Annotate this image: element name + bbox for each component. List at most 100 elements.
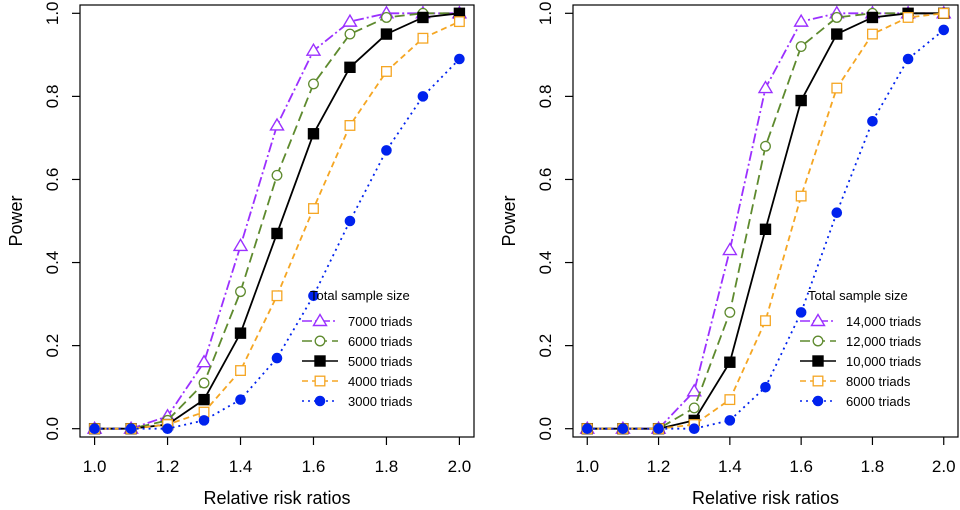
legend-label: 3000 triads	[348, 394, 413, 409]
data-point	[235, 394, 246, 405]
data-point	[688, 423, 700, 434]
data-point	[724, 356, 736, 368]
data-point	[724, 415, 736, 426]
legend-label: 10,000 triads	[846, 354, 922, 369]
x-tick-label: 1.4	[229, 457, 253, 476]
y-tick-label: 0.0	[536, 417, 555, 441]
y-tick-label: 0.6	[43, 168, 62, 192]
data-point	[232, 238, 249, 252]
y-tick-label: 0.4	[43, 251, 62, 275]
legend-title: Total sample size	[808, 288, 908, 303]
data-point	[938, 24, 950, 36]
legend-marker	[314, 375, 326, 387]
data-point	[866, 28, 878, 40]
x-tick-label: 1.2	[156, 457, 180, 476]
data-point	[417, 91, 429, 102]
x-tick-label: 1.2	[647, 457, 671, 476]
data-point	[125, 423, 137, 434]
data-point	[271, 352, 283, 364]
plot-frame	[572, 4, 959, 438]
data-point	[198, 393, 210, 406]
data-point	[271, 169, 283, 181]
y-tick-label: 0.6	[536, 168, 555, 192]
x-tick-label: 2.0	[932, 457, 956, 476]
data-point	[235, 365, 246, 376]
plot-frame	[79, 4, 475, 438]
data-point	[269, 117, 285, 131]
data-point	[234, 327, 247, 339]
legend-marker	[314, 395, 326, 407]
data-point	[454, 53, 465, 65]
data-point	[271, 227, 283, 240]
legend-marker	[314, 355, 326, 367]
data-point	[344, 215, 356, 227]
legend-marker	[810, 313, 826, 327]
series-line	[94, 58, 461, 430]
data-point	[793, 13, 809, 27]
data-point	[417, 32, 429, 44]
data-point	[344, 61, 356, 74]
data-point	[271, 290, 283, 302]
data-point	[453, 16, 465, 28]
data-point	[380, 66, 392, 77]
data-point	[724, 394, 736, 406]
x-tick-label: 2.0	[448, 457, 472, 476]
x-axis-label: Relative risk ratios	[692, 488, 839, 508]
data-point	[795, 41, 807, 52]
data-point	[724, 306, 736, 318]
data-point	[760, 315, 771, 327]
legend-label: 5000 triads	[348, 354, 413, 369]
legend-label: 12,000 triads	[846, 334, 922, 349]
data-point	[902, 53, 914, 65]
data-point	[831, 207, 843, 218]
y-axis-label: Power	[6, 195, 26, 246]
left-chart-panel: 1.0 1.2 1.4 1.6 1.8 2.0 0.0 0.2 0.4 0.6 0.8 1.0 Rela…	[6, 1, 475, 508]
data-point	[686, 383, 702, 397]
legend-label: 7000 triads	[348, 314, 413, 329]
x-tick-label: 1.6	[789, 457, 813, 476]
data-point	[308, 203, 319, 214]
data-point	[617, 423, 629, 434]
y-tick-label: 1.0	[43, 1, 62, 25]
legend-marker	[314, 335, 326, 347]
y-tick-label: 0.2	[536, 334, 555, 358]
x-tick-label: 1.0	[575, 457, 599, 476]
data-point	[198, 377, 210, 389]
y-tick-label: 0.2	[43, 334, 62, 358]
x-tick-label: 1.6	[302, 457, 326, 476]
data-point	[938, 7, 950, 19]
data-point	[902, 12, 914, 23]
x-tick-label: 1.8	[861, 457, 885, 476]
data-point	[581, 423, 593, 434]
legend-title: Total sample size	[310, 288, 410, 303]
data-point	[308, 290, 319, 302]
data-point	[380, 28, 393, 40]
data-point	[760, 381, 771, 393]
x-tick-label: 1.8	[375, 457, 399, 476]
y-axis-label: Power	[499, 195, 519, 246]
data-point	[831, 82, 843, 94]
data-point	[795, 307, 807, 318]
y-tick-label: 0.8	[43, 85, 62, 109]
legend-label: 6000 triads	[846, 394, 911, 409]
data-point	[344, 120, 356, 131]
legend-marker	[812, 335, 824, 347]
data-point	[866, 11, 879, 24]
data-point	[196, 354, 212, 368]
legend-marker	[312, 313, 328, 327]
data-point	[795, 94, 807, 107]
data-point	[344, 28, 356, 40]
legend-label: 4000 triads	[348, 374, 413, 389]
data-point	[831, 28, 843, 40]
data-point	[688, 402, 700, 414]
data-point	[235, 286, 246, 298]
data-point	[831, 12, 843, 23]
data-point	[653, 423, 664, 434]
legend-label: 6000 triads	[348, 334, 413, 349]
right-chart-panel: 1.0 1.2 1.4 1.6 1.8 2.0 0.0 0.2 0.4 0.6 0.8 1.0 Rela…	[499, 1, 959, 508]
data-point	[867, 116, 878, 127]
legend-marker	[812, 355, 824, 367]
y-tick-label: 0.8	[536, 85, 555, 109]
legend-label: 14,000 triads	[846, 314, 922, 329]
data-point	[89, 423, 100, 434]
